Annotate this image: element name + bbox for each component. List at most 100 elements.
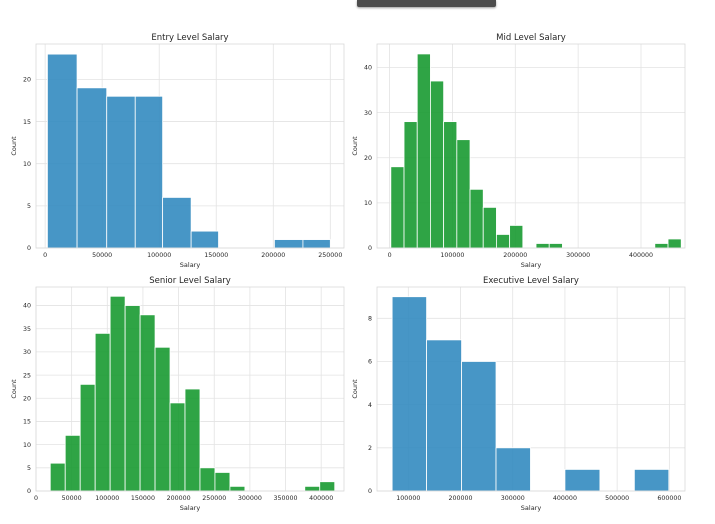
histogram-bar xyxy=(190,230,219,249)
x-tick-label: 150000 xyxy=(131,495,155,502)
y-tick-label: 0 xyxy=(27,488,31,495)
y-tick-label: 10 xyxy=(23,442,31,449)
x-tick-label: 100000 xyxy=(95,495,119,502)
x-tick-label: 50000 xyxy=(62,495,82,502)
x-tick-label: 250000 xyxy=(318,252,342,259)
histogram-bar xyxy=(426,339,462,492)
y-axis-label: Count xyxy=(351,379,359,399)
x-tick-label: 300000 xyxy=(501,495,525,502)
y-tick-label: 20 xyxy=(364,155,372,162)
histogram-bar xyxy=(154,346,171,492)
y-tick-label: 25 xyxy=(23,372,31,379)
y-tick-label: 10 xyxy=(23,161,31,168)
senior-level-histogram: 0 50000 100000 150000 200000 250000 300000 3500… xyxy=(10,276,345,512)
axes-frame xyxy=(376,286,686,492)
window-toolbar-stub xyxy=(357,0,496,7)
histogram-bar xyxy=(469,188,484,249)
y-tick-label: 15 xyxy=(23,119,31,126)
histogram-bar xyxy=(76,87,108,249)
histogram-bar xyxy=(564,469,601,492)
entry-level-histogram: 0 50000 100000 150000 200000 250000 0 5 10 15 20 En… xyxy=(10,33,345,269)
y-tick-label: 30 xyxy=(23,349,31,356)
histogram-bar xyxy=(124,305,141,492)
y-tick-label: 6 xyxy=(368,359,372,366)
histogram-bar xyxy=(391,296,427,492)
y-tick-label: 4 xyxy=(368,402,372,409)
histogram-bar xyxy=(403,121,418,249)
x-tick-label: 100000 xyxy=(396,495,420,502)
x-axis-label: Salary xyxy=(180,504,201,512)
histogram-bar xyxy=(184,388,201,492)
histogram-bar xyxy=(169,402,186,492)
histogram-bar xyxy=(214,472,231,492)
histogram-bar xyxy=(199,467,216,492)
y-tick-label: 2 xyxy=(368,445,372,452)
y-tick-label: 20 xyxy=(23,77,31,84)
histogram-bar xyxy=(430,80,445,249)
y-tick-label: 20 xyxy=(23,395,31,402)
y-tick-label: 40 xyxy=(364,65,372,72)
x-tick-label: 200000 xyxy=(449,495,473,502)
histogram-bar xyxy=(667,238,682,249)
histogram-bar xyxy=(49,462,66,492)
x-tick-label: 0 xyxy=(43,252,47,259)
y-axis-label: Count xyxy=(351,136,359,156)
histogram-bar xyxy=(495,447,531,492)
x-tick-label: 500000 xyxy=(605,495,629,502)
y-tick-label: 10 xyxy=(364,200,372,207)
x-tick-label: 600000 xyxy=(657,495,681,502)
x-axis-label: Salary xyxy=(180,261,201,269)
executive-level-histogram: 100000 200000 300000 400000 500000 600000 0 2 4 6… xyxy=(351,276,686,512)
axes-frame xyxy=(35,43,345,249)
histogram-bar xyxy=(94,332,111,492)
x-tick-label: 400000 xyxy=(553,495,577,502)
histogram-bar xyxy=(274,239,304,249)
chart-title: Executive Level Salary xyxy=(483,276,579,286)
x-tick-label: 0 xyxy=(34,495,38,502)
histogram-bar xyxy=(390,166,405,249)
x-tick-label: 50000 xyxy=(92,252,112,259)
y-tick-label: 15 xyxy=(23,419,31,426)
x-axis-label: Salary xyxy=(521,504,542,512)
histogram-bar xyxy=(304,485,321,492)
histogram-bar xyxy=(109,295,126,492)
histogram-bar xyxy=(139,314,156,492)
x-tick-label: 300000 xyxy=(566,252,590,259)
y-tick-label: 0 xyxy=(368,245,372,252)
histogram-bar xyxy=(229,485,246,492)
histogram-bar xyxy=(456,139,471,249)
chart-title: Senior Level Salary xyxy=(149,276,231,286)
chart-title: Mid Level Salary xyxy=(496,33,566,43)
x-tick-label: 400000 xyxy=(629,252,653,259)
y-axis-label: Count xyxy=(10,379,18,399)
axes-frame xyxy=(376,43,686,249)
histogram-bar xyxy=(106,95,136,249)
histogram-bar xyxy=(319,481,336,492)
x-tick-label: 200000 xyxy=(167,495,191,502)
x-tick-label: 200000 xyxy=(261,252,285,259)
x-tick-label: 250000 xyxy=(202,495,226,502)
histogram-bar xyxy=(443,121,458,249)
mid-level-histogram: 0 100000 200000 300000 400000 0 10 20 30 40 Mid Le… xyxy=(351,33,686,269)
histogram-bar xyxy=(162,197,192,249)
histogram-bar xyxy=(482,206,497,249)
x-tick-label: 400000 xyxy=(309,495,333,502)
histogram-bar xyxy=(64,434,81,492)
histogram-bar xyxy=(535,243,550,249)
histogram-bar xyxy=(461,361,497,492)
x-tick-label: 350000 xyxy=(274,495,298,502)
histogram-bar xyxy=(416,53,431,249)
histogram-bar xyxy=(134,95,164,249)
x-tick-label: 100000 xyxy=(440,252,464,259)
x-tick-label: 100000 xyxy=(147,252,171,259)
y-tick-label: 5 xyxy=(27,203,31,210)
x-tick-label: 200000 xyxy=(503,252,527,259)
chart-title: Entry Level Salary xyxy=(151,33,228,43)
histogram-bar xyxy=(47,53,78,249)
x-tick-label: 0 xyxy=(388,252,392,259)
histogram-bar xyxy=(496,234,511,249)
y-tick-label: 35 xyxy=(23,326,31,333)
histogram-bar xyxy=(633,469,670,492)
y-tick-label: 0 xyxy=(27,245,31,252)
